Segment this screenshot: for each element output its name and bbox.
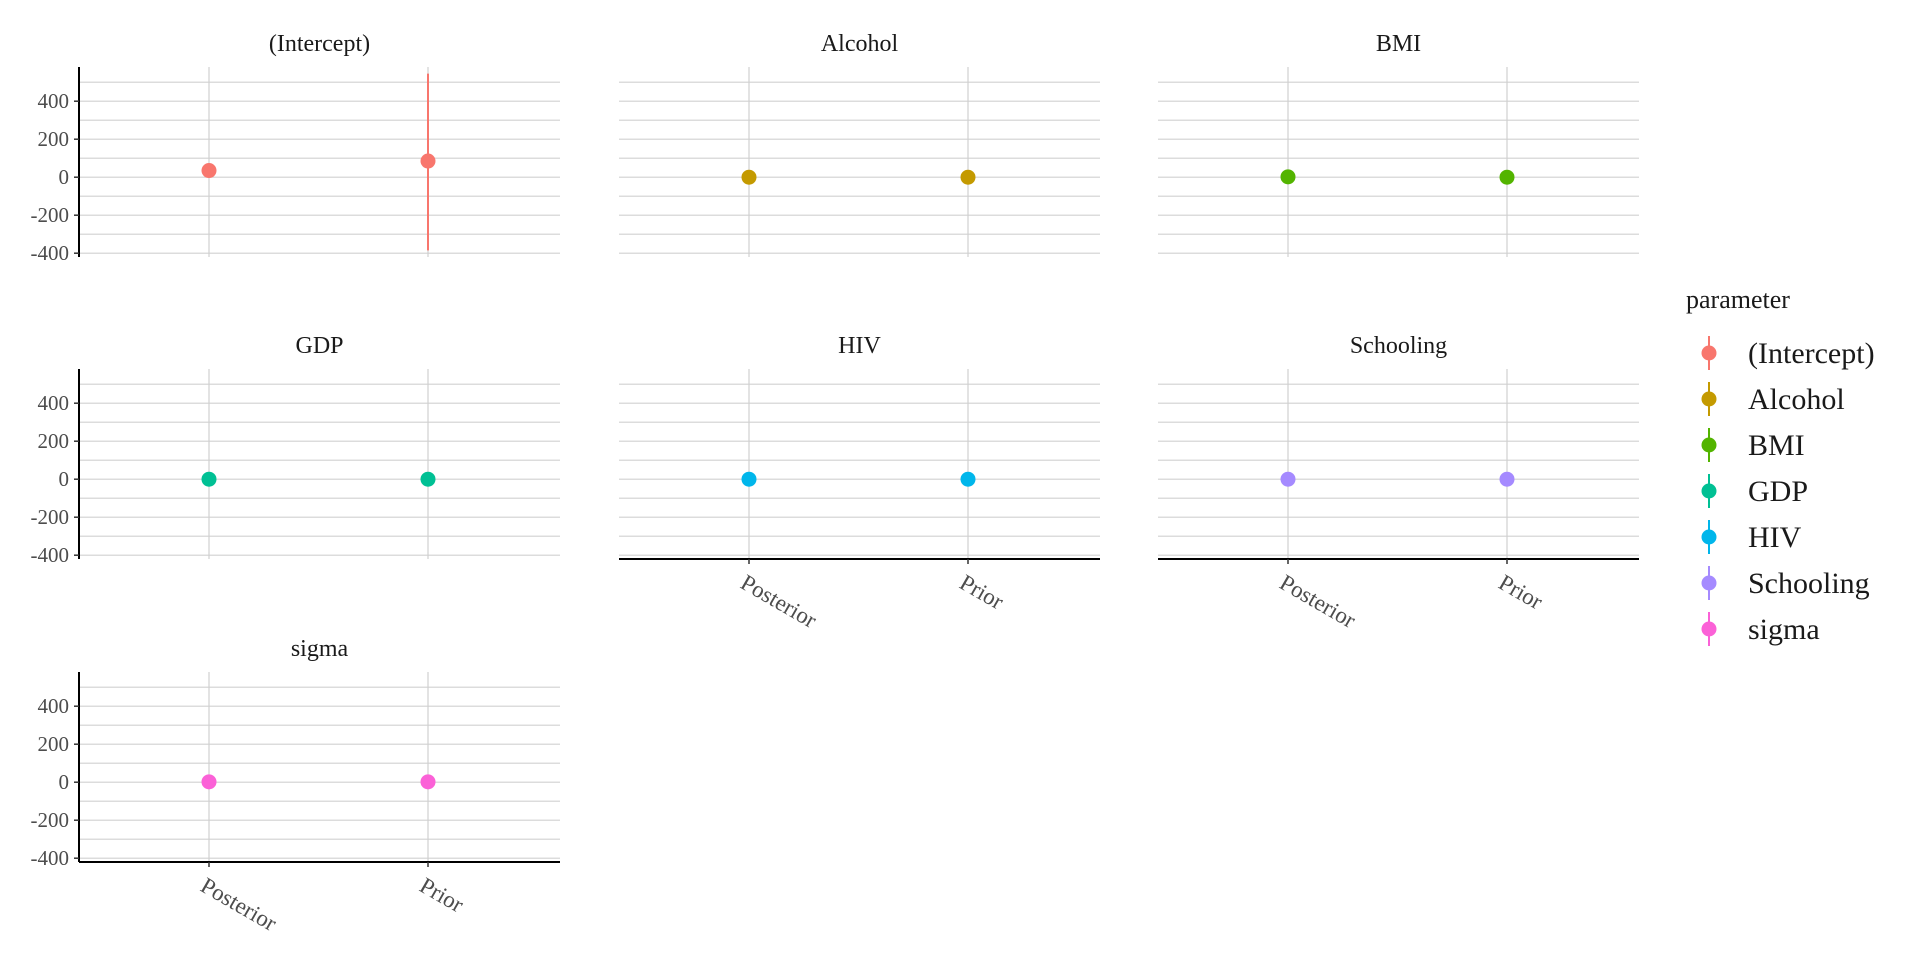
y-tick-label: 200: [38, 429, 70, 453]
facet-panel: (Intercept) 400 200 0 -200 -400: [31, 31, 560, 265]
data-point: [960, 471, 976, 487]
legend-key-point: [1701, 483, 1717, 499]
data-point: [201, 774, 217, 790]
facet-title: Schooling: [1350, 333, 1447, 359]
facet-panel: Alcohol: [619, 31, 1100, 257]
y-tick-label: -200: [31, 203, 70, 227]
data-point: [420, 471, 436, 487]
y-tick-label: 0: [59, 165, 70, 189]
legend-label: GDP: [1748, 475, 1808, 508]
facet-panel: BMI: [1158, 31, 1639, 257]
legend-key-point: [1701, 391, 1717, 407]
legend-label: sigma: [1748, 613, 1820, 646]
legend-label: (Intercept): [1748, 337, 1875, 370]
legend-key-point: [1701, 437, 1717, 453]
legend-label: BMI: [1748, 429, 1805, 462]
legend-label: Alcohol: [1748, 383, 1845, 416]
facet-title: Alcohol: [821, 31, 899, 57]
y-tick-label: -400: [31, 543, 70, 567]
y-tick-label: 400: [38, 694, 70, 718]
facet-panel: sigma 400 200 0 -200 -400 Posterior Prior: [31, 636, 560, 936]
data-point: [201, 163, 217, 179]
x-tick-label: Posterior: [737, 570, 822, 633]
y-tick-label: 400: [38, 89, 70, 113]
legend-key-point: [1701, 575, 1717, 591]
x-tick-label: Prior: [1495, 570, 1548, 615]
data-point: [420, 153, 436, 169]
x-tick-label: Prior: [416, 873, 469, 918]
legend-title: parameter: [1686, 285, 1790, 314]
y-tick-label: 0: [59, 467, 70, 491]
y-tick-label: -400: [31, 241, 70, 265]
legend-key-point: [1701, 345, 1717, 361]
facet-title: GDP: [295, 333, 343, 359]
y-tick-label: -400: [31, 846, 70, 870]
data-point: [960, 169, 976, 185]
y-tick-label: 200: [38, 732, 70, 756]
facet-title: BMI: [1376, 31, 1421, 57]
y-tick-label: 0: [59, 770, 70, 794]
facet-panel: Schooling Posterior Prior: [1158, 333, 1639, 633]
legend-key-point: [1701, 621, 1717, 637]
legend-label: Schooling: [1748, 567, 1870, 600]
facet-title: (Intercept): [269, 31, 370, 57]
facet-panel: GDP 400 200 0 -200 -400: [31, 333, 560, 567]
facet-title: sigma: [291, 636, 349, 662]
facet-title: HIV: [838, 333, 881, 359]
facet-panel: HIV Posterior Prior: [619, 333, 1100, 633]
data-point: [1280, 169, 1296, 185]
data-point: [741, 169, 757, 185]
data-point: [201, 471, 217, 487]
y-tick-label: -200: [31, 808, 70, 832]
legend-label: HIV: [1748, 521, 1802, 554]
x-tick-label: Posterior: [1276, 570, 1361, 633]
legend-key-point: [1701, 529, 1717, 545]
x-tick-label: Posterior: [197, 873, 282, 936]
legend: parameter (Intercept) Alcohol BMI GDP HIV Scho…: [1686, 285, 1875, 646]
data-point: [1499, 471, 1515, 487]
y-tick-label: 400: [38, 391, 70, 415]
data-point: [1499, 169, 1515, 185]
data-point: [741, 471, 757, 487]
x-tick-label: Prior: [956, 570, 1009, 615]
y-tick-label: -200: [31, 505, 70, 529]
data-point: [1280, 471, 1296, 487]
y-tick-label: 200: [38, 127, 70, 151]
data-point: [420, 774, 436, 790]
